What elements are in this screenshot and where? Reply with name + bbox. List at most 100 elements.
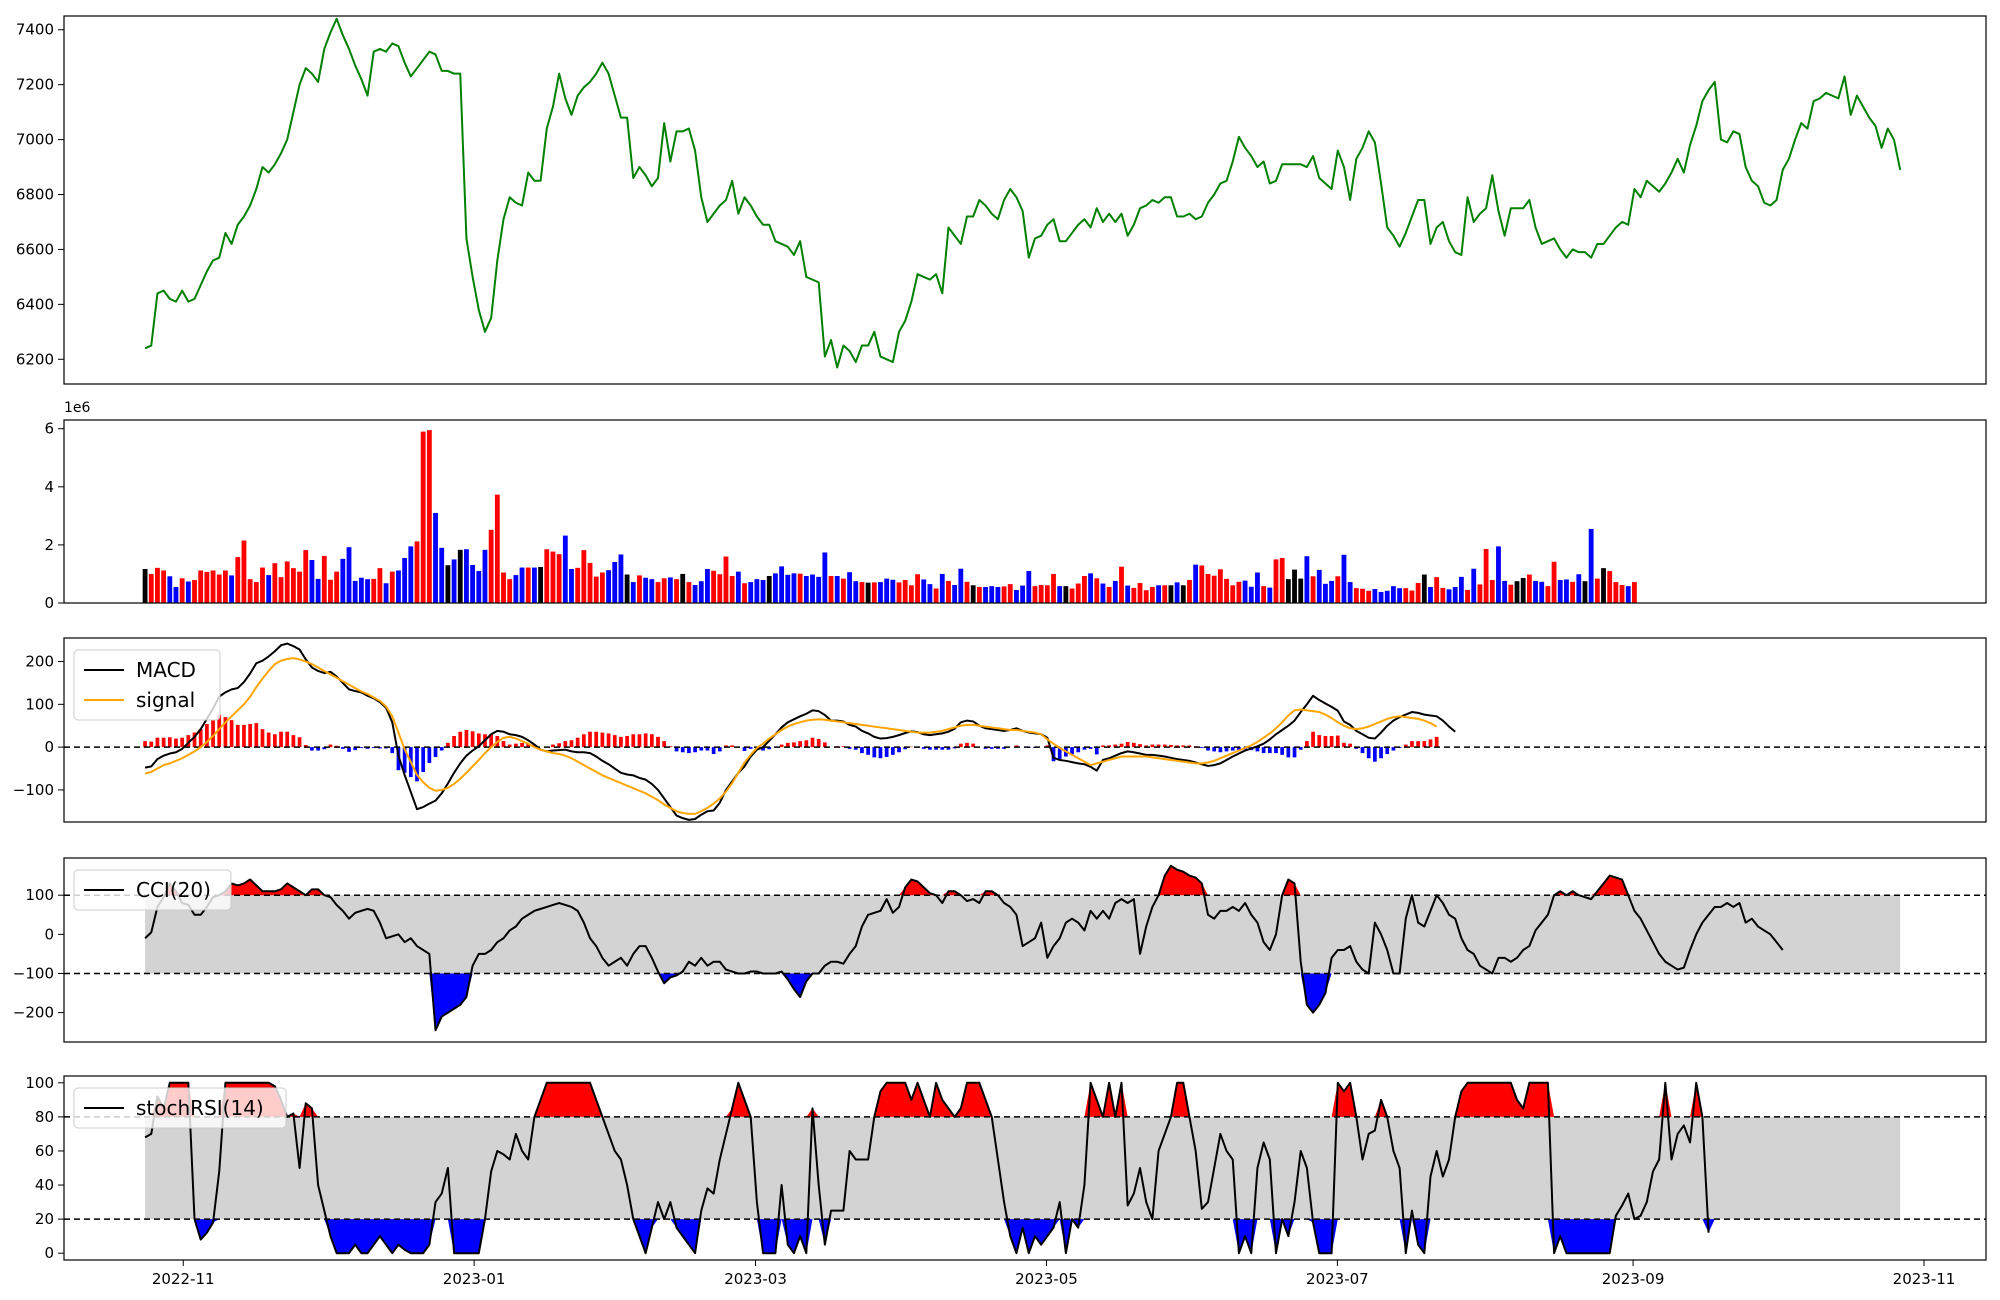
volume-bar — [433, 512, 438, 603]
volume-bar — [488, 529, 494, 603]
macd-histogram-bar — [619, 736, 623, 748]
volume-bar — [266, 575, 272, 603]
volume-bar — [155, 567, 160, 603]
legend-label: signal — [136, 688, 195, 712]
volume-bar — [179, 578, 185, 603]
volume-bar — [1458, 576, 1464, 603]
macd-histogram-bar — [470, 731, 475, 748]
volume-bar — [538, 566, 543, 603]
macd-histogram-bar — [1373, 747, 1377, 762]
macd-histogram-bar — [853, 747, 858, 750]
volume-bar — [173, 587, 179, 603]
volume-bar — [556, 554, 562, 603]
macd-histogram-bar — [934, 747, 938, 750]
volume-bar — [494, 494, 500, 603]
macd-histogram-bar — [711, 747, 716, 754]
macd-histogram-bar — [841, 746, 846, 748]
volume-bar — [148, 573, 154, 603]
macd-histogram-bar — [798, 741, 802, 748]
macd-histogram-bar — [1119, 743, 1124, 748]
macd-histogram-bar — [779, 744, 784, 748]
volume-bar — [1601, 568, 1606, 603]
macd-histogram-bar — [884, 747, 889, 757]
macd-histogram-bar — [285, 731, 290, 748]
macd-histogram-bar — [1218, 747, 1223, 753]
volume-bar — [1576, 574, 1582, 603]
volume-bar — [655, 582, 661, 603]
volume-bar — [742, 583, 747, 603]
volume-bar — [464, 549, 469, 603]
volume-bar — [797, 573, 803, 603]
volume-bar — [278, 577, 284, 603]
volume-bar — [352, 580, 358, 603]
volume-bar — [185, 581, 191, 603]
macd-histogram-bar — [489, 734, 493, 748]
volume-bar — [1403, 588, 1409, 603]
volume-bar — [1465, 589, 1470, 603]
macd-histogram-bar — [1088, 747, 1093, 749]
volume-bar — [1007, 584, 1013, 603]
macd-histogram-bar — [575, 737, 580, 748]
volume-bar — [167, 576, 173, 603]
volume-bar — [290, 568, 296, 603]
volume-bar — [1397, 588, 1402, 603]
macd-histogram-bar — [476, 733, 481, 748]
macd-histogram-bar — [866, 747, 870, 755]
volume-bar — [1533, 580, 1538, 603]
macd-histogram-bar — [520, 742, 524, 748]
macd-histogram-bar — [180, 737, 185, 748]
volume-bar — [1156, 585, 1161, 603]
macd-histogram-bar — [594, 731, 599, 748]
macd-histogram-bar — [353, 747, 358, 751]
plot-frame — [63, 15, 1987, 385]
macd-histogram-bar — [174, 738, 178, 748]
macd-histogram-bar — [192, 732, 197, 748]
volume-bar — [859, 582, 865, 603]
volume-bar — [1607, 571, 1613, 603]
volume-bar — [1014, 589, 1019, 603]
volume-bar — [698, 581, 704, 603]
volume-bar — [853, 581, 859, 603]
volume-bar — [773, 573, 778, 603]
macd-histogram-bar — [143, 741, 147, 748]
volume-bar — [711, 570, 717, 603]
volume-bar — [661, 578, 667, 603]
volume-bar — [241, 540, 247, 603]
macd-histogram-bar — [1280, 747, 1285, 755]
volume-bar — [284, 561, 290, 603]
macd-histogram-bar — [433, 747, 438, 757]
macd-histogram-bar — [507, 744, 512, 748]
volume-bar — [810, 574, 815, 603]
y-tick-label: 200 — [25, 653, 54, 671]
plot-background — [64, 16, 1986, 384]
volume-bar — [779, 566, 785, 603]
volume-bar — [970, 585, 976, 603]
volume-bar — [1347, 582, 1353, 603]
macd-histogram-bar — [637, 734, 642, 748]
macd-histogram-bar — [347, 747, 351, 752]
macd-histogram-bar — [785, 742, 790, 748]
macd-histogram-bar — [989, 747, 994, 749]
y-tick-label: 6 — [44, 420, 54, 438]
volume-bar — [1094, 578, 1100, 603]
macd-histogram-bar — [625, 735, 629, 748]
macd-histogram-bar — [612, 735, 617, 748]
macd-line — [144, 642, 1456, 821]
volume-bar — [766, 575, 772, 603]
plot-frame — [63, 857, 1987, 1043]
macd-histogram-bar — [928, 747, 932, 750]
volume-bar — [1174, 582, 1180, 603]
macd-histogram-bar — [248, 724, 252, 748]
volume-bar — [501, 572, 506, 603]
volume-bar — [1502, 580, 1508, 603]
volume-bar — [1100, 583, 1106, 603]
volume-offset-label: 1e6 — [64, 400, 91, 416]
macd-histogram-bar — [897, 747, 901, 753]
volume-bar — [680, 573, 686, 603]
volume-bar — [1236, 581, 1242, 603]
volume-bar — [476, 571, 482, 603]
volume-bar — [1391, 586, 1396, 603]
macd-histogram-bar — [1125, 741, 1130, 748]
volume-bar — [593, 576, 599, 603]
macd-histogram-bar — [439, 747, 444, 751]
